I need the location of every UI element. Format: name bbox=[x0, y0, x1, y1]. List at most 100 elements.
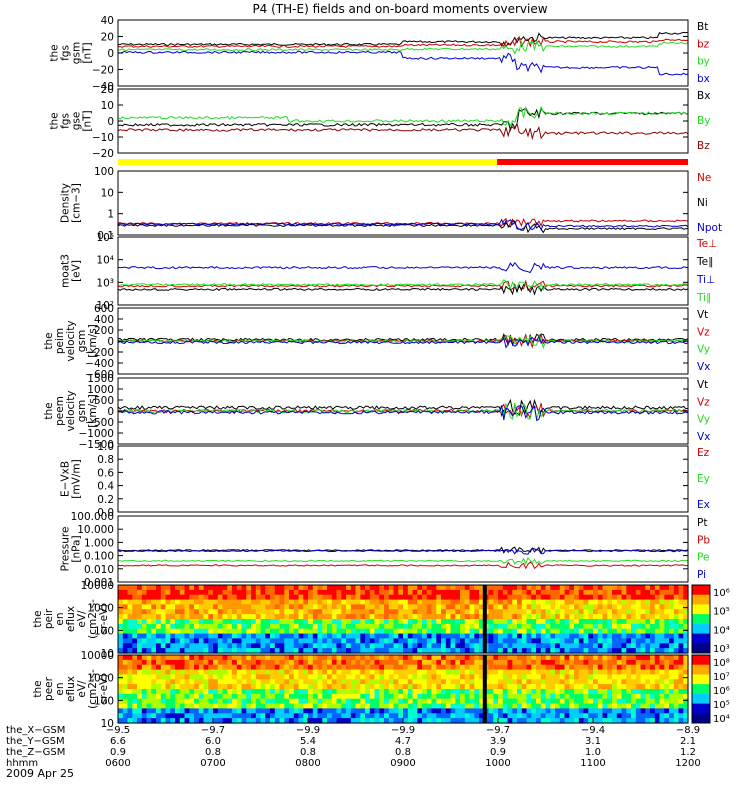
heatmap-cell bbox=[493, 713, 499, 719]
heatmap-cell bbox=[654, 648, 661, 654]
heatmap-cell bbox=[678, 643, 684, 649]
heatmap-cell bbox=[312, 594, 319, 601]
heatmap-cell bbox=[289, 669, 295, 676]
heatmap-cell bbox=[293, 648, 300, 654]
x-tick-label: 0700 bbox=[200, 758, 225, 769]
heatmap-cell bbox=[175, 585, 181, 591]
heatmap-cell bbox=[175, 609, 181, 615]
y-tick-label: 0.001 bbox=[84, 577, 114, 589]
heatmap-cell bbox=[189, 718, 195, 724]
heatmap-cell bbox=[175, 689, 181, 695]
heatmap-cell bbox=[574, 628, 580, 635]
heatmap-cell bbox=[213, 643, 219, 649]
heatmap-cell bbox=[673, 619, 680, 625]
heatmap-cell bbox=[194, 674, 200, 680]
heatmap-cell bbox=[436, 698, 442, 705]
heatmap-cell bbox=[521, 638, 528, 644]
heatmap-cell bbox=[479, 655, 485, 661]
heatmap-cell bbox=[265, 664, 271, 671]
heatmap-cell bbox=[683, 594, 689, 601]
heatmap-cell bbox=[355, 648, 361, 654]
heatmap-cell bbox=[289, 585, 295, 591]
heatmap-cell bbox=[184, 713, 190, 719]
heatmap-cell bbox=[574, 585, 580, 591]
legend-Ni: Ni bbox=[697, 197, 708, 209]
heatmap-cell bbox=[464, 713, 471, 719]
heatmap-cell bbox=[607, 689, 613, 695]
heatmap-cell bbox=[369, 623, 376, 630]
heatmap-cell bbox=[469, 713, 475, 719]
heatmap-cell bbox=[664, 659, 670, 666]
heatmap-cell bbox=[146, 689, 152, 695]
heatmap-cell bbox=[422, 594, 428, 601]
heatmap-cell bbox=[678, 689, 684, 695]
heatmap-cell bbox=[507, 638, 513, 644]
legend-Pt: Pt bbox=[697, 517, 707, 529]
heatmap-cell bbox=[441, 614, 447, 620]
heatmap-cell bbox=[327, 698, 333, 705]
heatmap-cell bbox=[284, 698, 290, 705]
heatmap-cell bbox=[122, 693, 129, 700]
heatmap-cell bbox=[422, 655, 428, 661]
heatmap-cell bbox=[531, 633, 537, 640]
colorbar-band bbox=[692, 585, 710, 596]
panel-p8: 100.00010.0001.0000.1000.0100.001Pressur… bbox=[60, 511, 711, 589]
heatmap-cell bbox=[369, 589, 376, 596]
heatmap-cell bbox=[203, 718, 209, 724]
heatmap-cell bbox=[569, 594, 575, 601]
heatmap-cell bbox=[289, 638, 295, 644]
heatmap-cell bbox=[654, 669, 661, 676]
heatmap-cell bbox=[616, 604, 623, 610]
heatmap-cell bbox=[298, 659, 304, 666]
heatmap-cell bbox=[132, 614, 138, 620]
heatmap-cell bbox=[198, 674, 205, 680]
heatmap-cell bbox=[578, 609, 585, 615]
heatmap-cell bbox=[165, 674, 171, 680]
heatmap-cell bbox=[251, 689, 257, 695]
heatmap-cell bbox=[621, 614, 627, 620]
heatmap-cell bbox=[407, 594, 414, 601]
y-label-line: gsm bbox=[76, 400, 88, 422]
heatmap-cell bbox=[607, 599, 613, 606]
heatmap-cell bbox=[336, 648, 342, 654]
heatmap-cell bbox=[578, 599, 585, 606]
heatmap-cell bbox=[232, 643, 238, 649]
heatmap-cell bbox=[574, 679, 580, 685]
heatmap-cell bbox=[669, 628, 675, 635]
heatmap-cell bbox=[555, 689, 561, 695]
heatmap-cell bbox=[555, 648, 561, 654]
heatmap-cell bbox=[184, 674, 190, 680]
heatmap-cell bbox=[274, 703, 281, 710]
heatmap-cell bbox=[635, 633, 642, 640]
heatmap-cell bbox=[403, 693, 409, 700]
heatmap-cell bbox=[365, 648, 371, 654]
heatmap-cell bbox=[284, 718, 290, 724]
heatmap-cell bbox=[251, 599, 257, 606]
heatmap-cell bbox=[355, 628, 361, 635]
heatmap-cell bbox=[369, 713, 376, 719]
heatmap-cell bbox=[650, 638, 656, 644]
heatmap-cell bbox=[555, 599, 561, 606]
heatmap-cell bbox=[260, 664, 266, 671]
heatmap-cell bbox=[232, 614, 238, 620]
heatmap-cell bbox=[365, 708, 371, 714]
heatmap-cell bbox=[612, 648, 618, 654]
heatmap-cell bbox=[336, 638, 342, 644]
heatmap-cell bbox=[137, 628, 143, 635]
heatmap-cell bbox=[597, 718, 604, 724]
heatmap-cell bbox=[141, 674, 148, 680]
heatmap-cell bbox=[583, 643, 589, 649]
x-tick-label: 0600 bbox=[105, 758, 130, 769]
heatmap-cell bbox=[393, 708, 399, 714]
heatmap-cell bbox=[132, 713, 138, 719]
heatmap-cell bbox=[507, 614, 513, 620]
heatmap-cell bbox=[469, 599, 475, 606]
heatmap-cell bbox=[664, 689, 670, 695]
heatmap-cell bbox=[578, 655, 585, 661]
heatmap-cell bbox=[583, 659, 589, 666]
heatmap-cell bbox=[683, 614, 689, 620]
heatmap-cell bbox=[208, 604, 214, 610]
heatmap-cell bbox=[322, 669, 328, 676]
heatmap-cell bbox=[669, 659, 675, 666]
heatmap-cell bbox=[365, 669, 371, 676]
